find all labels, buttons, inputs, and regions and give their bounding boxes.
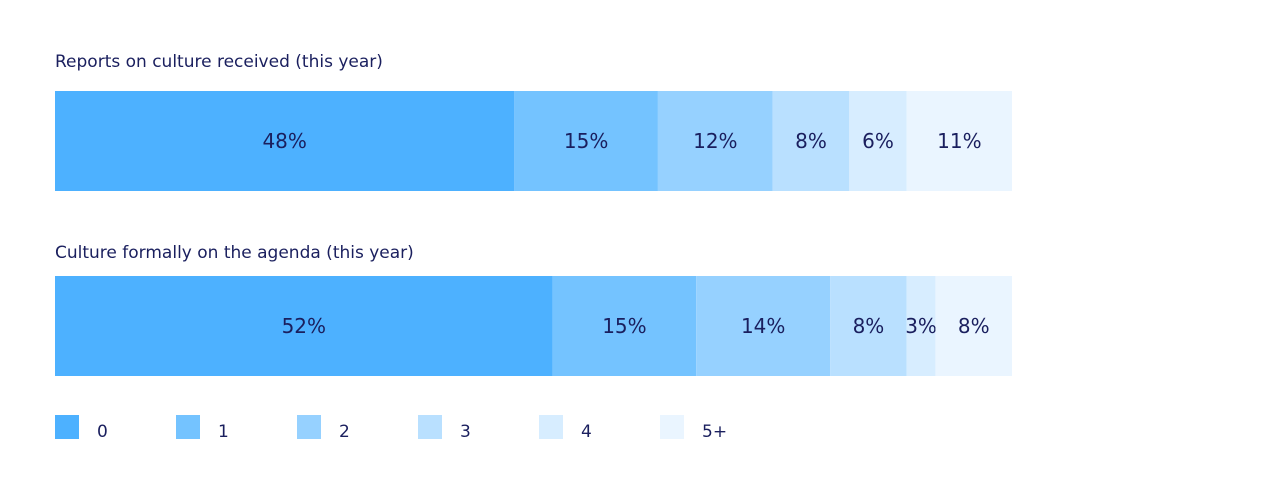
bar-segment — [830, 276, 907, 376]
legend-item: 4 — [539, 415, 592, 442]
legend-label: 2 — [339, 422, 350, 442]
bar-group: Culture formally on the agenda (this yea… — [55, 243, 1012, 376]
legend-swatch — [297, 415, 321, 439]
legend-label: 5+ — [702, 422, 727, 442]
legend-label: 3 — [460, 422, 471, 442]
segment-value-label: 14% — [741, 314, 785, 338]
legend-label: 4 — [581, 422, 592, 442]
bar-segment — [514, 91, 658, 191]
segment-value-label: 8% — [853, 314, 885, 338]
segment-value-label: 8% — [958, 314, 990, 338]
bar-segment — [55, 91, 515, 191]
legend-label: 0 — [97, 422, 108, 442]
segment-value-label: 11% — [937, 129, 981, 153]
legend-item: 5+ — [660, 415, 727, 442]
legend-item: 1 — [176, 415, 229, 442]
legend-swatch — [418, 415, 442, 439]
legend-item: 2 — [297, 415, 350, 442]
segment-value-label: 12% — [693, 129, 737, 153]
legend-item: 0 — [55, 415, 108, 442]
segment-value-label: 52% — [282, 314, 326, 338]
bar-segment — [906, 91, 1012, 191]
segment-value-label: 6% — [862, 129, 894, 153]
bar-segment — [849, 91, 907, 191]
bar-title: Reports on culture received (this year) — [55, 52, 383, 72]
bar-segment — [552, 276, 697, 376]
segment-value-label: 15% — [564, 129, 608, 153]
legend-swatch — [660, 415, 684, 439]
legend-swatch — [55, 415, 79, 439]
segment-value-label: 8% — [795, 129, 827, 153]
bar-segment — [55, 276, 553, 376]
bar-segment — [772, 91, 850, 191]
legend-item: 3 — [418, 415, 471, 442]
legend-swatch — [539, 415, 563, 439]
legend-swatch — [176, 415, 200, 439]
legend-label: 1 — [218, 422, 229, 442]
bar-segment — [657, 91, 773, 191]
legend: 0 1 2 3 4 5+ — [55, 415, 727, 442]
bar-title: Culture formally on the agenda (this yea… — [55, 243, 414, 263]
segment-value-label: 48% — [262, 129, 306, 153]
segment-value-label: 3% — [905, 314, 937, 338]
bar-group: Reports on culture received (this year) 4… — [55, 52, 1012, 191]
bar-segment — [696, 276, 831, 376]
bar-segment — [906, 276, 936, 376]
bars-layer: Reports on culture received (this year) 4… — [55, 52, 1012, 376]
bar-segment — [935, 276, 1012, 376]
segment-value-label: 15% — [602, 314, 646, 338]
